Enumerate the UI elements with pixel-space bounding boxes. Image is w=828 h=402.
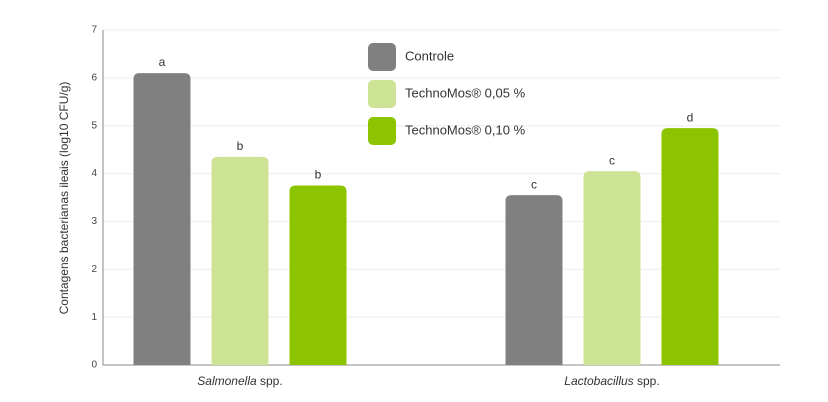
bar (133, 73, 191, 366)
significance-letter: a (159, 55, 166, 69)
legend-swatch (368, 80, 396, 108)
y-tick-label: 2 (91, 264, 97, 275)
legend-label: TechnoMos® 0,05 % (405, 85, 526, 100)
y-tick-label: 6 (91, 72, 97, 83)
significance-letter: d (687, 110, 694, 124)
bar (583, 171, 641, 365)
x-tick-label: Salmonella spp. (197, 374, 282, 388)
y-tick-label: 4 (91, 168, 97, 179)
x-tick-label: Lactobacillus spp. (564, 374, 659, 388)
bar (211, 156, 269, 365)
y-tick-label: 3 (91, 216, 97, 227)
significance-letter: c (609, 153, 615, 167)
legend-swatch (368, 117, 396, 145)
legend-label: TechnoMos® 0,10 % (405, 122, 526, 137)
bar (505, 195, 563, 365)
y-axis-title: Contagens bacterianas ileais (log10 CFU/… (57, 82, 71, 315)
y-tick-label: 5 (91, 120, 97, 131)
legend-label: Controle (405, 48, 454, 63)
y-tick-label: 7 (91, 25, 97, 36)
bar (289, 185, 347, 365)
y-tick-label: 1 (91, 312, 97, 323)
bar (661, 128, 719, 365)
y-tick-label: 0 (91, 360, 97, 371)
significance-letter: c (531, 177, 537, 191)
significance-letter: b (315, 168, 322, 182)
significance-letter: b (237, 139, 244, 153)
legend-swatch (368, 43, 396, 71)
